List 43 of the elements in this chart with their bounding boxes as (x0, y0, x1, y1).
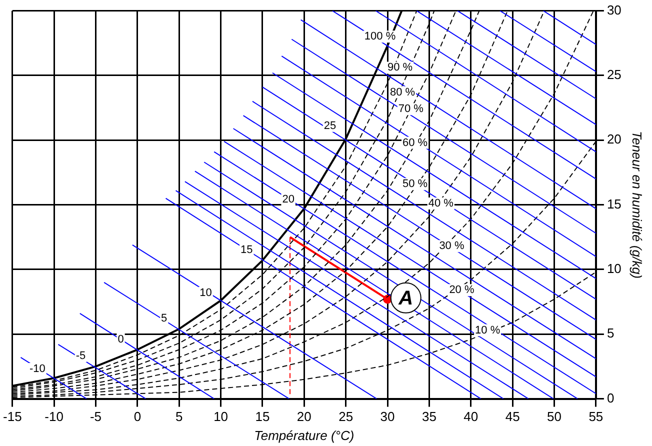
x-tick-label: 35 (422, 409, 436, 424)
annotation: 30 % (439, 240, 464, 252)
x-tick-label: 15 (255, 409, 270, 424)
annotation: A (398, 287, 414, 310)
y-tick-label: 10 (606, 261, 622, 276)
annotation: 25 (324, 120, 336, 132)
x-tick-label: -5 (90, 409, 102, 424)
annotation: 90 % (387, 62, 413, 74)
annotation: 70 % (398, 103, 424, 116)
annotation: 80 % (390, 86, 416, 98)
annotation: 10 % (475, 324, 500, 336)
x-tick-label: 45 (505, 409, 520, 424)
x-axis-title: Température (°C) (254, 428, 354, 443)
x-tick-label: 55 (588, 409, 604, 424)
annotation: 5 (161, 312, 168, 325)
x-tick-label: -15 (2, 409, 22, 424)
annotation: 50 % (402, 178, 428, 190)
x-tick-label: 25 (338, 409, 354, 424)
x-tick-label: 5 (176, 409, 183, 424)
annotation: -5 (76, 350, 86, 362)
annotation: 100 % (364, 30, 396, 43)
x-tick-label: -10 (44, 409, 64, 424)
y-axis-title: Teneur en humidité (g/kg) (630, 130, 645, 279)
annotation: -10 (29, 363, 46, 376)
y-tick-label: 15 (606, 196, 622, 212)
x-tick-label: 30 (380, 409, 395, 424)
x-tick-label: 20 (296, 409, 312, 424)
y-tick-label: 20 (606, 132, 622, 147)
y-tick-label: 0 (606, 390, 614, 406)
x-tick-label: 50 (547, 409, 562, 424)
y-tick-label: 5 (606, 326, 614, 341)
x-tick-label: 0 (134, 409, 142, 424)
annotation: 20 (282, 194, 294, 206)
annotation: 60 % (402, 136, 428, 149)
x-tick-label: 10 (214, 409, 228, 424)
annotation: 15 (240, 244, 253, 256)
annotation: 0 (118, 333, 124, 346)
x-tick-label: 40 (464, 409, 478, 424)
annotation: 20 % (449, 284, 474, 296)
annotation: 10 (200, 286, 212, 299)
annotation: 40 % (428, 198, 454, 210)
y-tick-label: 30 (606, 2, 622, 18)
y-tick-label: 25 (606, 67, 622, 82)
